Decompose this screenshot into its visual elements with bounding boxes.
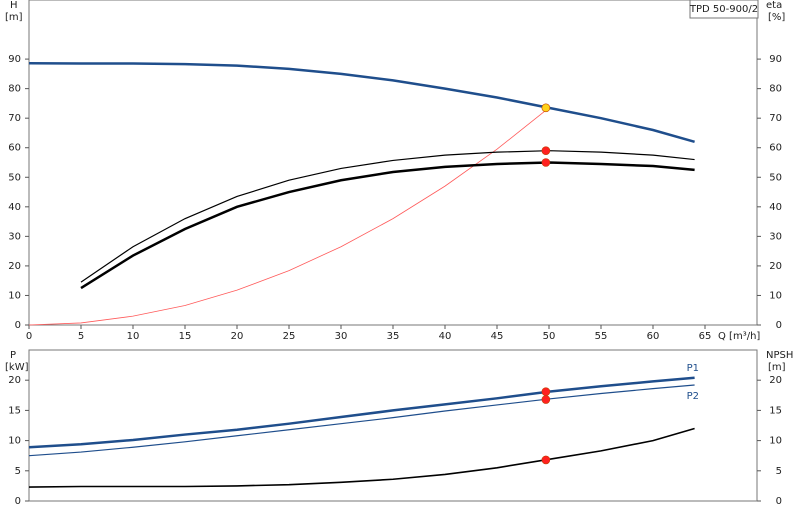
y-tick-label: 10 [8, 436, 21, 447]
curve [80, 161, 695, 290]
x-tick-label: 55 [595, 331, 608, 342]
x-tick-label: 0 [26, 331, 32, 342]
y-axis-label: H [10, 0, 18, 11]
y-tick-label: 5 [15, 466, 21, 477]
y-axis-unit: [kW] [5, 362, 29, 373]
x-tick-label: 5 [78, 331, 84, 342]
y-tick-label: 50 [8, 172, 21, 183]
y-axis-unit: [m] [5, 12, 23, 23]
series-label: P2 [687, 391, 699, 402]
y-tick-label: 90 [8, 54, 21, 65]
curve [28, 61, 695, 144]
y2-tick-label: 90 [769, 54, 782, 65]
y2-axis-label: NPSH [766, 350, 793, 361]
x-tick-label: 30 [335, 331, 348, 342]
x-tick-label: 15 [179, 331, 192, 342]
y2-tick-label: 30 [769, 231, 782, 242]
y-tick-label: 40 [8, 202, 21, 213]
plot-frame [28, 349, 758, 502]
curve [28, 376, 695, 449]
y-axis-label: P [10, 350, 16, 361]
y-tick-label: 70 [8, 113, 21, 124]
x-tick-label: 45 [491, 331, 504, 342]
y-tick-label: 0 [15, 320, 21, 331]
y2-tick-label: 80 [769, 84, 782, 95]
duty-point [541, 395, 551, 404]
curve [28, 107, 550, 326]
x-tick-label: 20 [231, 331, 244, 342]
y2-tick-label: 0 [776, 496, 782, 507]
y2-tick-label: 10 [769, 290, 782, 301]
y2-axis-unit: [m] [768, 362, 786, 373]
x-tick-label: 40 [439, 331, 452, 342]
y2-tick-label: 20 [769, 261, 782, 272]
curve [80, 150, 695, 283]
y2-tick-label: 0 [776, 320, 782, 331]
duty-point [541, 387, 551, 396]
y-tick-label: 15 [8, 405, 21, 416]
x-tick-label: 50 [543, 331, 556, 342]
duty-point [541, 455, 551, 465]
series-label: P1 [687, 363, 699, 374]
y2-axis-unit: [%] [768, 12, 785, 23]
y2-tick-label: 70 [769, 113, 782, 124]
y-tick-label: 30 [8, 231, 21, 242]
curve [28, 384, 695, 457]
x-tick-label: 10 [127, 331, 140, 342]
y2-axis-label: eta [766, 0, 782, 11]
y2-tick-label: 5 [776, 466, 782, 477]
y-tick-label: 80 [8, 84, 21, 95]
x-tick-label: 65 [699, 331, 712, 342]
duty-point [541, 103, 551, 113]
x-tick-label: 60 [647, 331, 660, 342]
y-tick-label: 20 [8, 261, 21, 272]
y2-tick-label: 60 [769, 143, 782, 154]
y2-tick-label: 40 [769, 202, 782, 213]
x-tick-label: 35 [387, 331, 400, 342]
x-tick-label: 25 [283, 331, 296, 342]
y2-tick-label: 15 [769, 405, 782, 416]
title-box [689, 0, 759, 19]
duty-point [541, 158, 551, 167]
y-tick-label: 0 [15, 496, 21, 507]
y-tick-label: 20 [8, 375, 21, 386]
y2-tick-label: 50 [769, 172, 782, 183]
x-axis-label: Q [m³/h] [718, 331, 760, 342]
duty-point [541, 146, 551, 155]
y-tick-label: 60 [8, 143, 21, 154]
y2-tick-label: 20 [769, 375, 782, 386]
y2-tick-label: 10 [769, 436, 782, 447]
curve [28, 427, 695, 488]
chart-title: TPD 50-900/2 [689, 4, 758, 15]
plot-frame [28, 0, 758, 326]
y-tick-label: 10 [8, 290, 21, 301]
